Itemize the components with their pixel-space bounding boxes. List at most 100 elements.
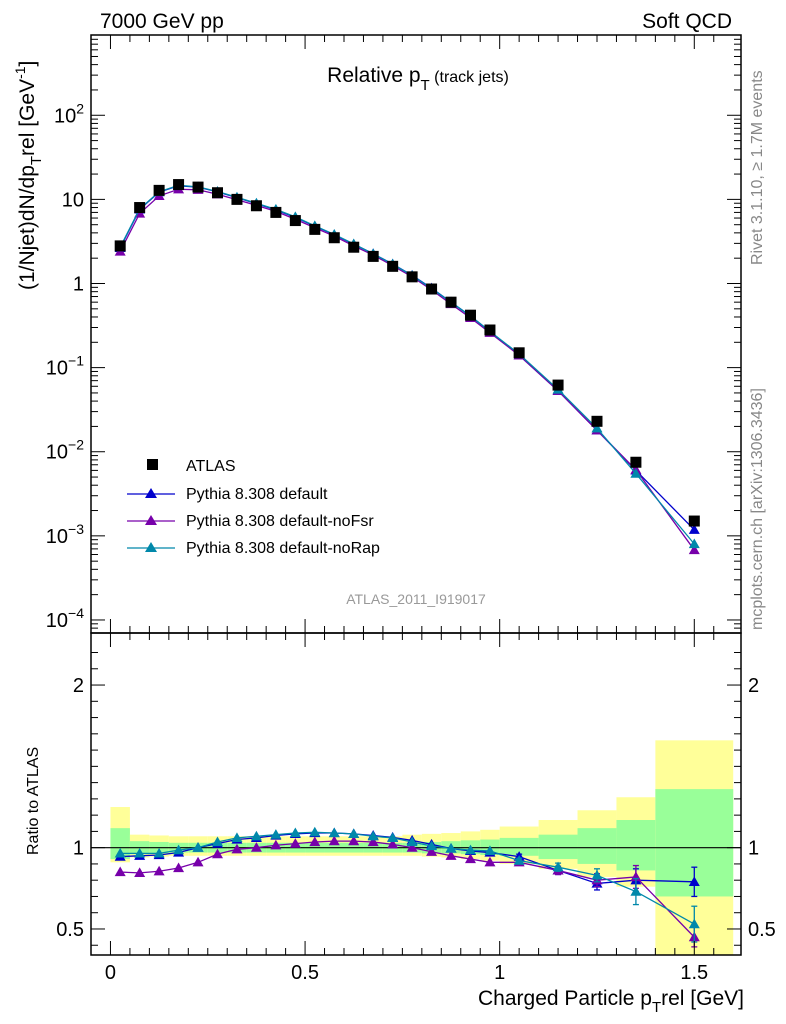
ratio-1-point-14 <box>387 838 399 849</box>
ratio-2-point-15 <box>406 836 418 847</box>
ratio-frame <box>90 632 742 956</box>
y-title-end: ] <box>16 61 39 67</box>
ratio-1-point-17 <box>445 850 457 860</box>
atlas-point-9 <box>289 215 301 227</box>
legend-label-atlas: ATLAS <box>186 458 236 475</box>
ratio-1-point-18 <box>464 853 476 864</box>
ratio-2-point-12 <box>348 828 360 838</box>
ratio-1-point-0 <box>114 866 126 877</box>
legend-marker-default <box>145 488 157 498</box>
ratio-2-point-10 <box>309 826 321 837</box>
band-green-20 <box>499 837 539 856</box>
ratio-2-point-5 <box>211 836 223 847</box>
series-0-point-24 <box>688 524 700 534</box>
xtick-label-1: 0.5 <box>291 962 319 984</box>
atlas-point-10 <box>309 223 321 235</box>
main-ytick-label-3: 10−1 <box>46 353 84 380</box>
main-y-axis-title: (1/Njet)dN/dpTrel [GeV-1] <box>12 61 45 290</box>
main-ytick-label-1: 10−3 <box>46 521 84 548</box>
tick-base: 10 <box>46 526 68 548</box>
ratio-2-point-7 <box>250 830 262 841</box>
atlas-point-23 <box>630 456 642 468</box>
xtick-label-0: 0 <box>105 962 116 984</box>
legend-label-default: Pythia 8.308 default <box>186 486 328 503</box>
atlas-point-2 <box>153 184 165 196</box>
ratio-ytick-label-left-1: 1 <box>73 838 84 860</box>
ratio-2-point-20 <box>513 855 525 865</box>
xtick-label-3: 1.5 <box>680 962 708 984</box>
atlas-point-8 <box>270 206 282 218</box>
legend-marker-norap <box>145 542 157 552</box>
ratio-ytick-label-left-0: 0.5 <box>56 919 84 941</box>
ratio-1-point-10 <box>309 836 321 847</box>
atlas-point-11 <box>328 232 340 244</box>
y-title-sup: -1 <box>12 66 28 79</box>
atlas-point-7 <box>250 200 262 212</box>
plot-title-main: Relative p <box>327 64 420 87</box>
atlas-point-20 <box>513 347 525 359</box>
ratio-2-point-13 <box>367 830 379 841</box>
ratio-1-point-7 <box>250 842 262 852</box>
series-2-point-23 <box>630 468 642 478</box>
atlas-point-18 <box>464 309 476 321</box>
ratio-1-point-8 <box>270 839 282 850</box>
main-ytick-label-5: 10 <box>62 189 84 211</box>
atlas-point-12 <box>348 241 360 253</box>
atlas-point-15 <box>406 271 418 283</box>
atlas-point-4 <box>192 181 204 193</box>
series-1-point-24 <box>688 544 700 555</box>
atlas-point-0 <box>114 240 126 252</box>
ratio-y-axis-title: Ratio to ATLAS <box>25 747 42 855</box>
tick-exp: −3 <box>68 521 84 537</box>
x-title-sub: T <box>652 999 661 1016</box>
ratio-1-point-6 <box>231 843 243 854</box>
ratio-1-point-15 <box>406 842 418 852</box>
ratio-2-point-23 <box>630 886 642 896</box>
ratio-ytick-label-right-2: 2 <box>748 675 759 697</box>
atlas-point-19 <box>484 324 496 336</box>
ratio-1-point-2 <box>153 865 165 876</box>
ratio-1-point-16 <box>426 846 438 856</box>
ratio-2-point-9 <box>289 827 301 838</box>
ratio-2-point-24 <box>688 918 700 929</box>
header-right: Soft QCD <box>642 10 732 33</box>
ratio-2-point-6 <box>231 832 243 843</box>
x-axis-title: Charged Particle pTrel [GeV] <box>478 987 744 1016</box>
atlas-point-21 <box>552 379 564 391</box>
main-ytick-label-6: 102 <box>54 100 84 127</box>
ratio-ytick-label-left-2: 2 <box>73 675 84 697</box>
tick-base: 10 <box>62 189 84 211</box>
tick-exp: −2 <box>68 437 84 453</box>
ratio-1-point-4 <box>192 856 204 867</box>
band-green-21 <box>538 834 578 860</box>
ratio-1-point-13 <box>367 836 379 847</box>
ratio-1-point-19 <box>484 856 496 867</box>
ratio-2-point-1 <box>134 847 146 858</box>
ratio-2-point-3 <box>173 844 185 855</box>
tick-base: 10 <box>46 610 68 632</box>
band-green-22 <box>577 828 617 864</box>
tick-exp: 2 <box>76 100 84 116</box>
legend-label-nofsr: Pythia 8.308 default-noFsr <box>186 513 374 530</box>
band-green-23 <box>616 820 656 871</box>
main-plot-marks <box>114 179 700 555</box>
y-title-rest: rel [GeV <box>16 79 39 156</box>
tick-base: 10 <box>46 442 68 464</box>
ratio-2-point-11 <box>328 827 340 838</box>
ratio-2-point-8 <box>270 829 282 839</box>
ratio-2-point-22 <box>591 869 603 880</box>
atlas-point-13 <box>367 250 379 262</box>
ratio-2-point-21 <box>552 861 564 872</box>
header-left: 7000 GeV pp <box>100 10 224 33</box>
x-title-part: Charged Particle p <box>478 987 652 1010</box>
ratio-1-point-12 <box>348 835 360 846</box>
series-2-point-22 <box>591 422 603 433</box>
ratio-1-point-1 <box>134 867 146 877</box>
atlas-point-16 <box>426 283 438 295</box>
ratio-plot-marks <box>114 826 700 948</box>
main-ytick-label-2: 10−2 <box>46 437 84 464</box>
main-ytick-label-0: 10−4 <box>46 605 84 632</box>
y-title-sub: T <box>28 156 45 165</box>
